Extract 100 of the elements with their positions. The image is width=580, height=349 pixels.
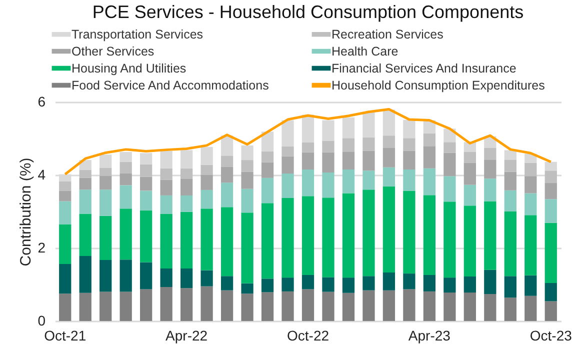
bar — [382, 290, 396, 321]
legend-label: Food Service And Accommodations — [72, 78, 269, 92]
bar — [504, 212, 516, 276]
bar — [200, 270, 213, 286]
bar — [220, 166, 234, 183]
x-tick-label: Oct-21 — [44, 328, 86, 344]
bar — [220, 207, 234, 276]
bar — [261, 278, 274, 292]
bar — [444, 292, 456, 321]
bar — [282, 120, 294, 147]
bar — [544, 183, 557, 200]
bar — [544, 222, 557, 284]
bar — [220, 182, 234, 208]
bar — [140, 164, 152, 177]
bar — [444, 202, 456, 278]
bar — [484, 178, 496, 202]
bar — [200, 208, 213, 270]
bar — [362, 170, 375, 190]
bar — [180, 195, 193, 212]
bar — [100, 154, 112, 168]
bar — [160, 287, 172, 321]
bar — [524, 296, 537, 321]
bar — [403, 120, 416, 138]
bar — [79, 190, 92, 214]
bar — [302, 170, 314, 196]
bar — [79, 170, 92, 178]
legend-label: Recreation Services — [332, 27, 444, 42]
bar — [504, 190, 516, 212]
bar — [342, 138, 355, 152]
bar — [59, 181, 72, 191]
bar — [382, 272, 396, 290]
bar — [100, 292, 112, 321]
bar — [160, 150, 172, 168]
bar — [261, 292, 274, 321]
bar — [140, 289, 152, 321]
bar — [200, 164, 213, 175]
bar — [140, 262, 152, 290]
bar — [100, 176, 112, 190]
bar — [444, 278, 456, 293]
bar — [241, 212, 254, 284]
legend-label: Financial Services And Insurance — [332, 61, 516, 76]
bar — [59, 190, 72, 202]
bar — [261, 151, 274, 162]
bar — [484, 294, 496, 321]
bar — [59, 264, 72, 294]
bar — [423, 168, 436, 196]
bar — [544, 170, 557, 184]
bar — [504, 298, 516, 321]
bar — [160, 268, 172, 288]
bar — [282, 291, 294, 321]
bar — [322, 152, 334, 172]
bar — [342, 152, 355, 170]
bar — [241, 283, 254, 294]
bar — [322, 140, 334, 152]
bar — [544, 283, 557, 302]
bar — [100, 168, 112, 176]
bar — [220, 276, 234, 290]
bar — [524, 176, 537, 194]
bar — [200, 190, 213, 209]
bar — [79, 256, 92, 293]
bar — [544, 162, 557, 171]
bar — [59, 294, 72, 321]
bar — [423, 275, 436, 292]
bar — [403, 274, 416, 290]
y-tick-label: 4 — [38, 166, 46, 182]
bar — [261, 132, 274, 152]
bar — [322, 172, 334, 198]
line-series — [64, 108, 552, 176]
bar — [180, 268, 193, 288]
bar — [403, 190, 416, 274]
bar — [302, 152, 314, 170]
bar — [120, 260, 132, 292]
bar — [241, 188, 254, 213]
bar — [261, 203, 274, 279]
bar — [544, 199, 557, 223]
bar — [120, 292, 132, 321]
bar — [464, 184, 476, 206]
y-tick-label: 6 — [38, 94, 46, 110]
bar — [464, 162, 476, 185]
bar — [302, 275, 314, 290]
bar — [484, 160, 496, 179]
legend-label: Health Care — [332, 44, 398, 58]
x-tick-label: Apr-22 — [166, 328, 208, 344]
bar — [342, 193, 355, 278]
bar — [484, 270, 496, 294]
bar — [100, 216, 112, 260]
bar — [220, 156, 234, 167]
bar — [423, 195, 436, 276]
bar — [403, 170, 416, 191]
bar — [160, 195, 172, 214]
bar — [524, 162, 537, 176]
bar — [100, 190, 112, 216]
bar — [180, 168, 193, 179]
legend-label: Other Services — [72, 44, 154, 58]
bar — [444, 176, 456, 202]
x-tick-label: Oct-22 — [286, 328, 330, 344]
bar — [160, 180, 172, 196]
bar — [423, 146, 436, 168]
bar — [524, 193, 537, 216]
y-tick-label: 0 — [38, 312, 46, 328]
